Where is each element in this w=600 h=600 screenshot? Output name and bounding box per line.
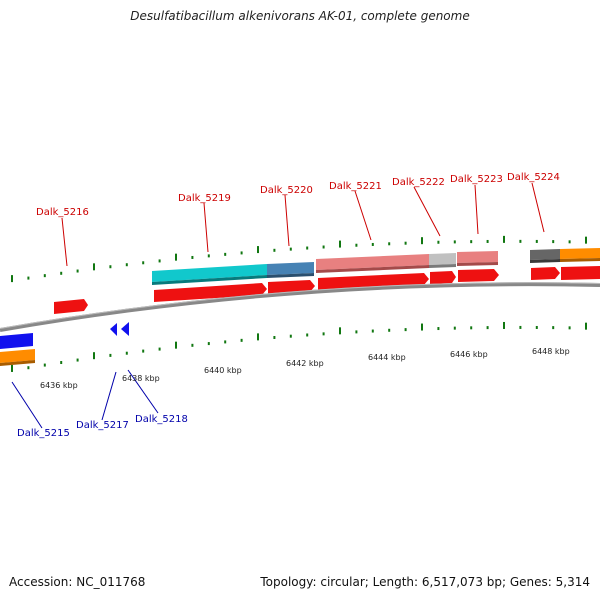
gene-arrow-dalk-5222[interactable] xyxy=(430,271,456,284)
gene-block-dalk-5215[interactable] xyxy=(0,333,33,349)
kbp-label-6442: 6442 kbp xyxy=(286,359,324,368)
label-dalk-5224: Dalk_5224 xyxy=(507,172,560,183)
leader-dalk-5216 xyxy=(61,217,68,267)
leader-dalk-5223 xyxy=(474,184,479,235)
leader-dalk-5224 xyxy=(531,182,545,233)
label-dalk-5217: Dalk_5217 xyxy=(76,420,129,431)
gene-arrow-next[interactable] xyxy=(561,266,600,280)
gene-arrow-dalk-5220[interactable] xyxy=(268,280,315,294)
label-leaders xyxy=(11,182,545,429)
label-dalk-5216: Dalk_5216 xyxy=(36,207,89,218)
feature-orange-block[interactable] xyxy=(560,248,600,259)
feature-grey-block[interactable] xyxy=(429,253,456,265)
feature-steelblue-block[interactable] xyxy=(267,262,314,275)
feature-pink-shadow xyxy=(316,265,429,273)
label-dalk-5218: Dalk_5218 xyxy=(135,414,188,425)
leader-dalk-5217 xyxy=(101,371,117,421)
feature-steelblue-shadow xyxy=(267,273,314,278)
upper-tick-track xyxy=(11,235,587,283)
feature-pink-shadow-2 xyxy=(457,262,498,266)
feature-orange-block-lower[interactable] xyxy=(0,349,35,363)
leader-dalk-5215 xyxy=(11,381,43,429)
kbp-label-6446: 6446 kbp xyxy=(450,350,488,359)
reverse-gene-track xyxy=(0,322,129,366)
feature-grey-shadow xyxy=(429,264,456,268)
label-dalk-5223: Dalk_5223 xyxy=(450,174,503,185)
gene-arrow-dalk-5223[interactable] xyxy=(458,269,499,282)
gene-arrow-dalk-5219[interactable] xyxy=(154,283,267,302)
gene-arrow-dalk-5217[interactable] xyxy=(110,323,117,336)
feature-cyan-shadow xyxy=(152,275,267,285)
feature-orange-shadow-lower xyxy=(0,360,35,366)
genome-backbone xyxy=(0,282,600,332)
kbp-label-6440: 6440 kbp xyxy=(204,366,242,375)
label-dalk-5222: Dalk_5222 xyxy=(392,177,445,188)
feature-orange-shadow xyxy=(560,258,600,262)
feature-pink-block-2[interactable] xyxy=(457,251,498,263)
leader-dalk-5221 xyxy=(354,190,372,241)
feature-cyan-block[interactable] xyxy=(152,264,267,282)
kbp-label-6448: 6448 kbp xyxy=(532,347,570,356)
feature-track-upper xyxy=(152,248,600,285)
genome-backbone-highlight xyxy=(0,282,600,329)
gene-arrow-dalk-5216[interactable] xyxy=(54,299,88,314)
leader-dalk-5220 xyxy=(284,194,290,247)
gene-arrow-dalk-5218[interactable] xyxy=(121,322,129,336)
kbp-label-6438: 6438 kbp xyxy=(122,374,160,383)
feature-pink-block[interactable] xyxy=(316,254,429,270)
map-title: Desulfatibacillum alkenivorans AK-01, co… xyxy=(130,9,470,23)
feature-darkgrey-shadow xyxy=(530,259,560,263)
label-dalk-5219: Dalk_5219 xyxy=(178,193,231,204)
accession-text: Accession: NC_011768 xyxy=(9,575,146,589)
label-dalk-5220: Dalk_5220 xyxy=(260,185,313,196)
kbp-label-6444: 6444 kbp xyxy=(368,353,406,362)
label-dalk-5215: Dalk_5215 xyxy=(17,428,70,439)
topology-text: Topology: circular; Length: 6,517,073 bp… xyxy=(260,575,590,589)
leader-dalk-5222 xyxy=(413,186,441,237)
lower-tick-track xyxy=(11,321,587,372)
leader-dalk-5219 xyxy=(203,202,209,253)
gene-arrow-dalk-5224[interactable] xyxy=(531,267,560,280)
label-dalk-5221: Dalk_5221 xyxy=(329,181,382,192)
feature-darkgrey-block[interactable] xyxy=(530,249,560,260)
kbp-label-6436: 6436 kbp xyxy=(40,381,78,390)
leader-dalk-5218 xyxy=(127,369,159,414)
